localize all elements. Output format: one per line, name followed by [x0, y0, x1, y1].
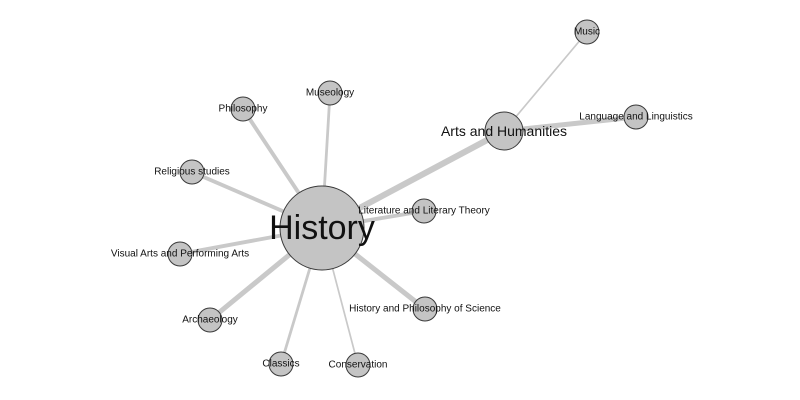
- node-religious-studies[interactable]: [179, 159, 205, 185]
- label-museology: Museology: [306, 88, 354, 99]
- label-archaeology: Archaeology: [182, 315, 238, 326]
- label-arts-and-humanities: Arts and Humanities: [441, 123, 567, 139]
- label-language-and-linguistics: Language and Linguistics: [579, 112, 692, 123]
- label-history-and-philosophy-of-science: History and Philosophy of Science: [349, 304, 501, 315]
- label-philosophy: Philosophy: [219, 104, 268, 115]
- edge-arts-and-humanities-music: [503, 31, 588, 132]
- node-music[interactable]: [574, 19, 600, 45]
- node-arts-and-humanities[interactable]: [484, 111, 524, 151]
- node-visual-arts-and-performing-arts[interactable]: [167, 241, 193, 267]
- label-music: Music: [574, 27, 600, 38]
- node-conservation[interactable]: [345, 352, 371, 378]
- edge-layer: [178, 31, 639, 366]
- label-conservation: Conservation: [329, 360, 388, 371]
- node-language-and-linguistics[interactable]: [623, 104, 649, 130]
- label-layer: History Arts and Humanities Music Language …: [111, 27, 693, 371]
- node-museology[interactable]: [317, 80, 343, 106]
- node-archaeology[interactable]: [197, 307, 223, 333]
- node-literature-and-literary-theory[interactable]: [411, 198, 437, 224]
- edge-arts-and-humanities-language-and-linguistics: [501, 114, 639, 134]
- label-visual-arts-and-performing-arts: Visual Arts and Performing Arts: [111, 249, 249, 260]
- node-history[interactable]: [279, 185, 365, 271]
- node-classics[interactable]: [268, 351, 294, 377]
- label-history: History: [269, 209, 375, 247]
- node-layer: [167, 19, 649, 378]
- label-classics: Classics: [262, 359, 299, 370]
- node-history-and-philosophy-of-science[interactable]: [412, 296, 438, 322]
- label-religious-studies: Religious studies: [154, 167, 230, 178]
- node-philosophy[interactable]: [230, 96, 256, 122]
- label-literature-and-literary-theory: Literature and Literary Theory: [358, 206, 490, 217]
